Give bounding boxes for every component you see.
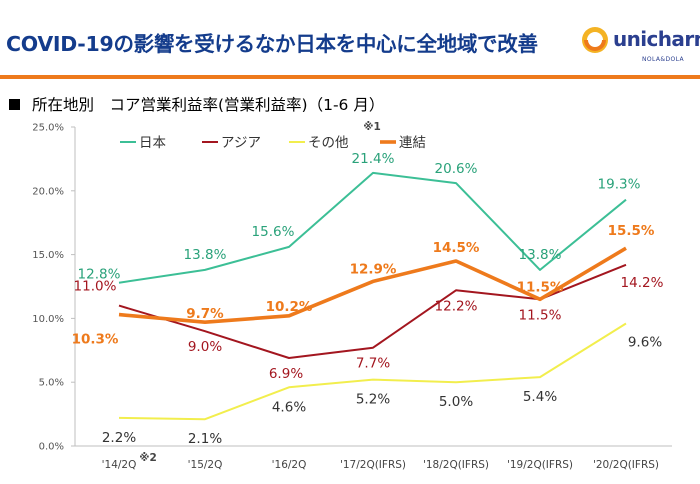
x-tick-label: '18/2Q(IFRS) <box>423 459 489 471</box>
y-tick-label: 20.0% <box>32 186 64 197</box>
data-label: 10.3% <box>72 332 119 348</box>
series-line-1 <box>118 171 627 284</box>
data-label: 14.5% <box>433 240 480 256</box>
data-label: 15.6% <box>252 224 295 240</box>
x-tick-label: '14/2Q <box>102 459 137 471</box>
legend-label: その他 <box>308 135 349 151</box>
y-tick-label: 10.0% <box>32 314 64 325</box>
logo-subtext: NOLA&DOLA <box>642 56 685 63</box>
data-label: 12.2% <box>435 298 478 314</box>
x-tick-label: '20/2Q(IFRS) <box>593 459 659 471</box>
series-line-3 <box>118 322 627 421</box>
data-label: 11.0% <box>74 279 117 295</box>
data-label: 11.5% <box>517 279 564 295</box>
data-label: 11.5% <box>519 307 562 323</box>
data-label: 2.1% <box>188 431 222 447</box>
data-label: 20.6% <box>435 161 478 177</box>
y-tick-label: 0.0% <box>39 442 64 453</box>
data-label: 5.4% <box>523 389 557 405</box>
company-logo: unicharm NOLA&DOLA <box>577 21 700 71</box>
x-tick-label: '15/2Q <box>188 459 223 471</box>
data-label: 5.0% <box>439 394 473 410</box>
data-label: 13.8% <box>184 247 227 263</box>
data-label: 6.9% <box>269 366 303 382</box>
data-label: 12.9% <box>350 261 397 277</box>
data-label: 13.8% <box>519 247 562 263</box>
data-label: 4.6% <box>272 399 306 415</box>
data-label: 9.6% <box>628 335 662 351</box>
logo-wordmark: unicharm <box>613 27 700 51</box>
data-label: 5.2% <box>356 392 390 408</box>
y-tick-label: 25.0% <box>32 123 64 134</box>
line-chart: 0.0% 5.0% 10.0% 15.0% 20.0% 25.0% '14/2Q '15/2Q… <box>32 121 672 471</box>
data-label: 7.7% <box>356 356 390 372</box>
legend-label: 日本 <box>139 135 166 151</box>
data-label: 14.2% <box>621 275 664 291</box>
series-line-4 <box>118 246 627 325</box>
data-label: 10.2% <box>266 299 313 315</box>
y-tick-label: 15.0% <box>32 250 64 261</box>
x-tick-label: '17/2Q(IFRS) <box>340 459 406 471</box>
data-label: 2.2% <box>102 430 136 446</box>
data-label: 9.0% <box>188 339 222 355</box>
section-subtitle: 所在地別 コア営業利益率(営業利益率)（1-6 月） <box>9 93 384 115</box>
x-tick-label: '19/2Q(IFRS) <box>507 459 573 471</box>
data-label: 21.4% <box>352 151 395 167</box>
data-label: 12.8% <box>78 267 121 283</box>
bullet-square-icon <box>9 99 20 110</box>
data-label: 9.7% <box>186 306 224 322</box>
y-tick-label: 5.0% <box>39 378 64 389</box>
section-subtitle-text: 所在地別 コア営業利益率(営業利益率)（1-6 月） <box>32 96 385 114</box>
legend-note: ※1 <box>363 121 381 133</box>
data-label: 19.3% <box>598 177 641 193</box>
data-label: 15.5% <box>608 223 655 239</box>
x-tick-label: '16/2Q <box>272 459 307 471</box>
x-tick-note: ※2 <box>139 452 157 464</box>
header-divider <box>0 75 700 79</box>
page-title: COVID-19の影響を受けるなか日本を中心に全地域で改善 <box>6 32 538 56</box>
logo-sun-icon <box>582 27 608 53</box>
legend-label: アジア <box>221 135 261 151</box>
legend-label: 連結 <box>399 135 426 151</box>
